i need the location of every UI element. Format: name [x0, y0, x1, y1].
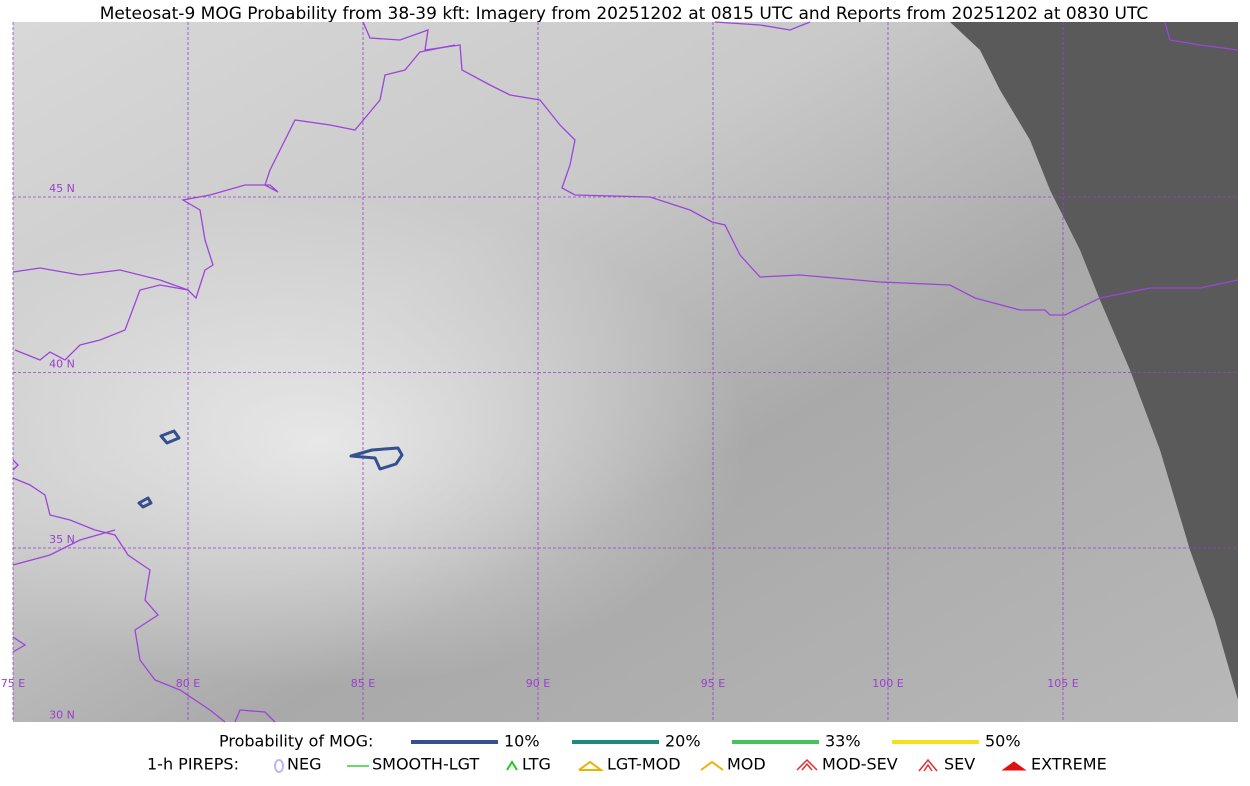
legend: Probability of MOG: 1-h PIREPS: 10% 20% 33…	[147, 732, 1107, 774]
borders	[12, 21, 1239, 723]
contour	[349, 446, 404, 471]
lon-label: 100 E	[872, 677, 903, 690]
legend-label: SMOOTH-LGT	[372, 755, 479, 774]
lat-label: 40 N	[49, 358, 75, 371]
contour	[137, 496, 153, 509]
legend-label: EXTREME	[1031, 755, 1107, 774]
lat-label: 35 N	[49, 533, 75, 546]
legend-label: 50%	[985, 732, 1021, 751]
legend-label: 20%	[665, 732, 701, 751]
lon-label: 105 E	[1047, 677, 1078, 690]
lon-label: 80 E	[176, 677, 200, 690]
probability-title: Probability of MOG:	[219, 732, 373, 751]
pirep-symbol	[274, 759, 284, 773]
pirep-symbol	[578, 760, 605, 771]
legend-label: NEG	[287, 755, 321, 774]
lon-label: 90 E	[526, 677, 550, 690]
legend-label: SEV	[944, 755, 975, 774]
lon-label: 85 E	[351, 677, 375, 690]
pirep-symbol	[700, 760, 724, 771]
pirep-symbol	[918, 758, 938, 772]
legend-label: 33%	[825, 732, 861, 751]
graticule: 45 N 40 N 35 N 30 N 75 E 80 E 85 E 90 E 95 E 100 …	[1, 22, 1238, 722]
legend-label: 10%	[504, 732, 540, 751]
legend-label: LGT-MOD	[607, 755, 681, 774]
title: Meteosat-9 MOG Probability from 38-39 kf…	[100, 4, 1149, 24]
lon-label: 95 E	[701, 677, 725, 690]
pirep-symbol	[796, 758, 818, 771]
legend-label: MOD-SEV	[822, 755, 898, 774]
lat-label: 45 N	[49, 182, 75, 195]
legend-label: MOD	[727, 755, 766, 774]
contour	[159, 429, 181, 445]
legend-label: LTG	[522, 755, 551, 774]
mog-10-contours	[137, 429, 404, 509]
pireps-title: 1-h PIREPS:	[147, 755, 239, 774]
pirep-symbol	[1001, 761, 1027, 771]
map: 45 N 40 N 35 N 30 N 75 E 80 E 85 E 90 E 95 E 100 …	[1, 21, 1239, 723]
lat-label: 30 N	[49, 709, 75, 722]
pirep-symbol	[506, 760, 518, 771]
lon-label: 75 E	[1, 677, 25, 690]
space-region	[950, 22, 1238, 700]
